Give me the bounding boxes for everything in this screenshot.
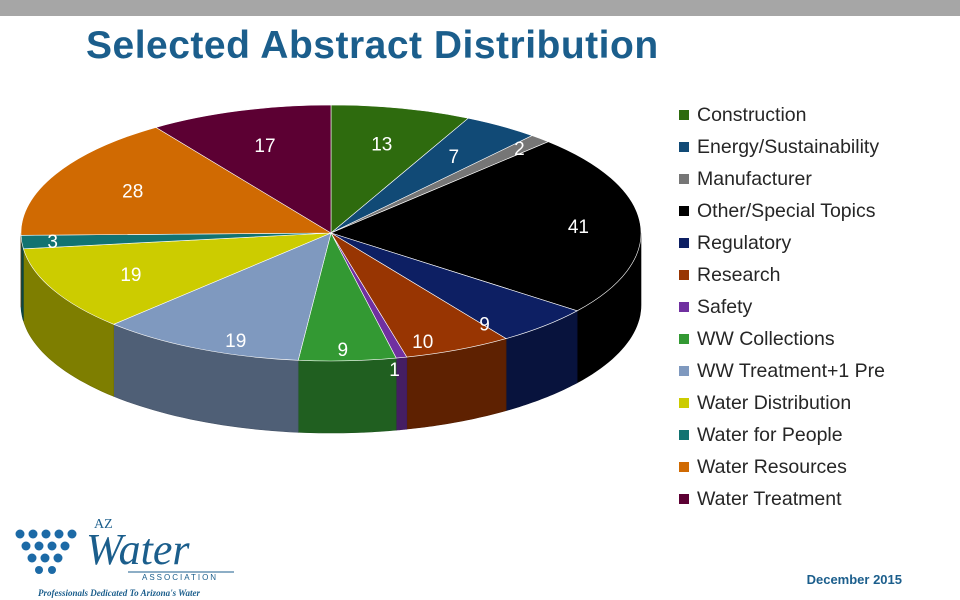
logo-tagline: Professionals Dedicated To Arizona's Wat… [38,588,201,598]
pie-value-label: 9 [338,340,349,361]
legend-swatch [679,206,689,216]
legend-item: Other/Special Topics [679,195,885,227]
legend-label: Water for People [697,423,843,446]
legend-item: Energy/Sustainability [679,131,885,163]
legend-swatch [679,238,689,248]
pie-slice-ww-treatment-1-pre [112,232,332,361]
legend-swatch [679,334,689,344]
pie-value-label: 28 [122,182,143,203]
legend-label: Research [697,263,781,286]
chart-legend: Construction Energy/Sustainability Manufac… [679,99,885,515]
legend-item: Water Distribution [679,387,885,419]
pie-value-label: 17 [254,136,275,157]
pie-value-label: 41 [568,217,589,238]
pie-slice-water-treatment [155,104,332,234]
legend-swatch [679,366,689,376]
legend-item: Construction [679,99,885,131]
pie-slice-water-distribution [23,232,332,325]
page-title: Selected Abstract Distribution [86,24,659,67]
water-drops-icon [15,529,77,574]
legend-swatch [679,430,689,440]
pie-value-label: 1 [389,360,400,381]
legend-swatch [679,110,689,120]
legend-item: WW Collections [679,323,885,355]
logo-association: ASSOCIATION [142,573,218,582]
legend-label: WW Treatment+1 Pre [697,359,886,382]
legend-item: Safety [679,291,885,323]
legend-label: Water Resources [697,455,847,478]
legend-item: Manufacturer [679,163,885,195]
legend-label: Water Distribution [697,391,852,414]
legend-label: Other/Special Topics [697,199,876,222]
legend-label: Regulatory [697,231,792,254]
legend-item: WW Treatment+1 Pre [679,355,885,387]
legend-item: Water Treatment [679,483,885,515]
pie-value-label: 7 [449,147,460,168]
pie-slice-construction [330,104,469,234]
legend-label: Manufacturer [697,167,812,190]
legend-label: Construction [697,103,807,126]
pie-value-label: 19 [225,331,246,352]
az-water-logo: AZ Water ASSOCIATION Professionals Dedic… [15,517,234,598]
pie-side-ww-collections [297,357,397,434]
legend-label: Water Treatment [697,487,842,510]
logo-az: AZ [94,517,113,532]
legend-swatch [679,174,689,184]
legend-swatch [679,398,689,408]
legend-swatch [679,462,689,472]
pie-value-label: 13 [371,134,392,155]
pie-value-label: 2 [514,139,525,160]
legend-swatch [679,270,689,280]
legend-item: Water Resources [679,451,885,483]
legend-swatch [679,142,689,152]
legend-label: WW Collections [697,327,835,350]
legend-item: Research [679,259,885,291]
pie-value-label: 19 [120,265,141,286]
legend-swatch [679,494,689,504]
pie-value-label: 9 [479,315,490,336]
legend-label: Energy/Sustainability [697,135,880,158]
pie-value-label: 3 [47,232,58,253]
legend-label: Safety [697,295,753,318]
pie-slice-water-resources [20,127,333,236]
pie-value-label: 10 [412,332,433,353]
pie-slice-other-special-topics [330,141,642,312]
logo-water: Water [86,525,190,574]
legend-swatch [679,302,689,312]
legend-item: Water for People [679,419,885,451]
legend-item: Regulatory [679,227,885,259]
footer-date: December 2015 [806,572,902,587]
top-bar [0,0,960,16]
